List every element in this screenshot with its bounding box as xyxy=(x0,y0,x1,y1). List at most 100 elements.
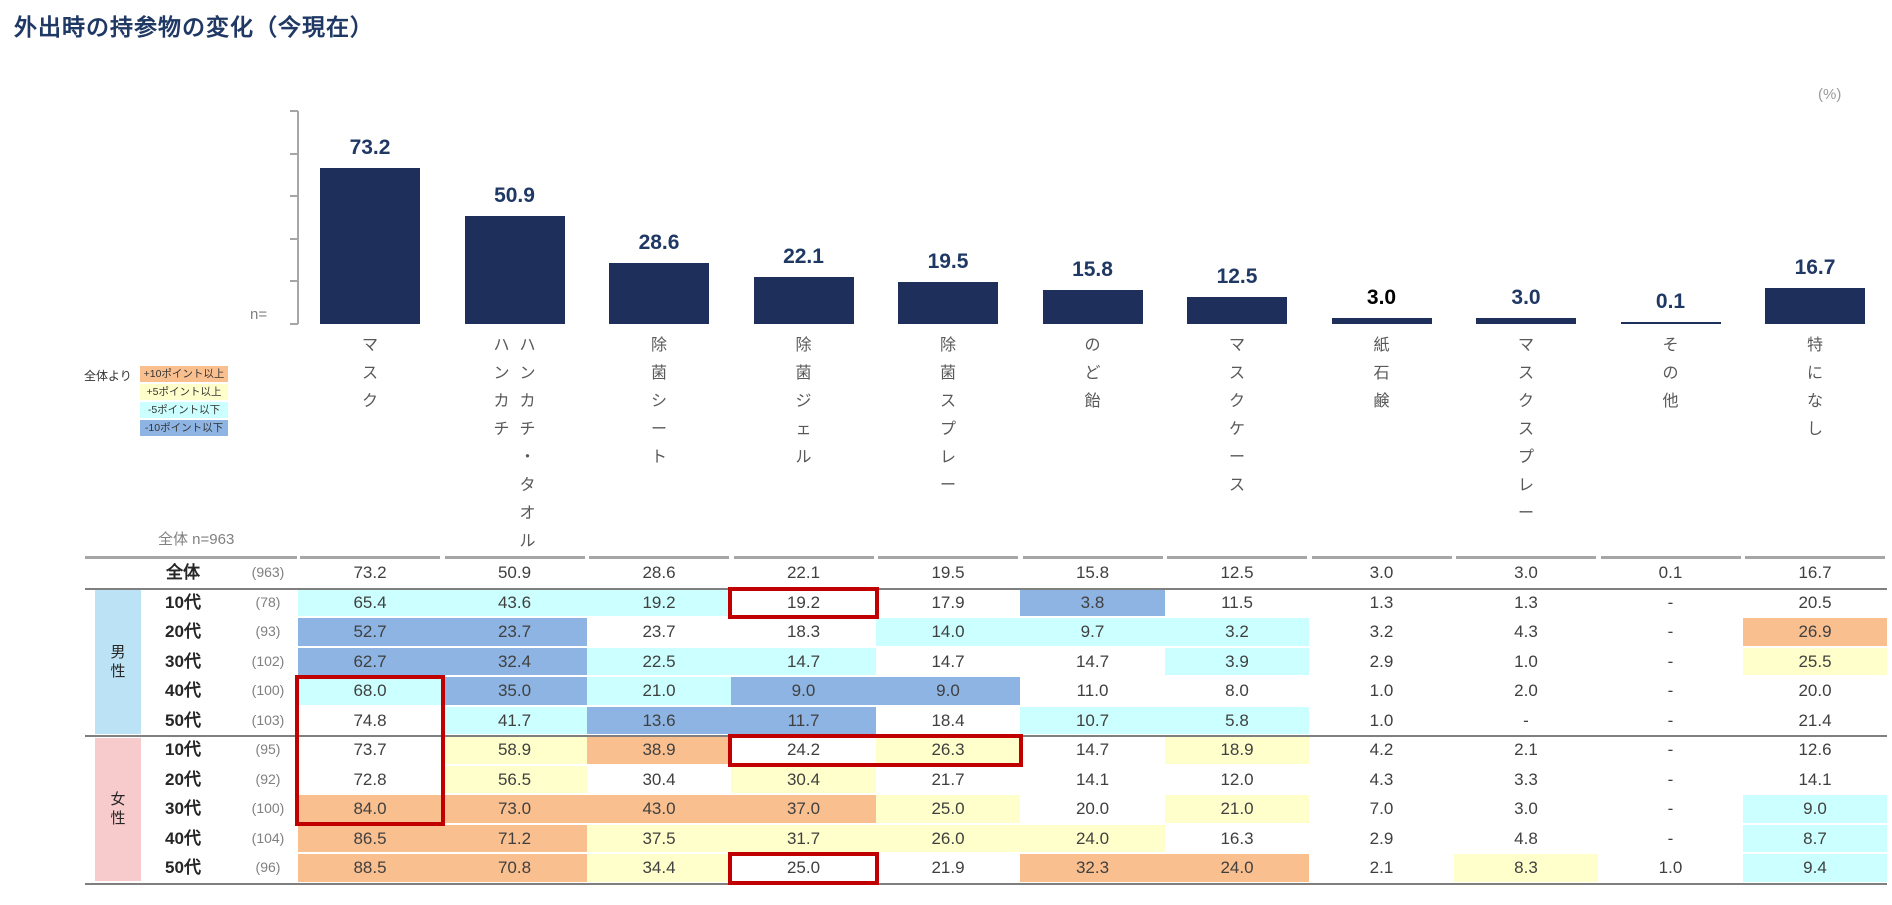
table-cell: 14.7 xyxy=(731,647,876,675)
table-cell: 8.3 xyxy=(1453,854,1599,882)
table-cell: - xyxy=(1667,681,1674,700)
row-label: 30代 xyxy=(165,651,201,671)
table-cell: 74.8 xyxy=(353,710,387,730)
table-cell: 88.5 xyxy=(297,854,443,882)
table-cell: 15.8 xyxy=(1075,563,1110,582)
row-n: (103) xyxy=(251,711,285,728)
legend-item: -5ポイント以下 xyxy=(140,402,228,418)
bar-category-label: ハンカチハンカチ・タオル xyxy=(455,332,575,556)
bar-category-label: マスクケース xyxy=(1177,332,1297,500)
table-cell: 21.0 xyxy=(1164,795,1310,823)
category-label-column: 除菌シート xyxy=(650,337,667,466)
row-n: (95) xyxy=(255,741,281,757)
row-label: 全体 xyxy=(166,563,200,582)
header-line xyxy=(300,556,440,559)
table-cell: 56.5 xyxy=(442,765,587,793)
highlight-box xyxy=(728,852,879,885)
row-label: 30代 xyxy=(165,799,201,818)
table-cell: 19.5 xyxy=(931,563,965,582)
table-cell: 24.0 xyxy=(1164,854,1310,882)
row-separator xyxy=(85,882,1887,885)
bar xyxy=(320,168,420,324)
table-cell: 23.7 xyxy=(642,622,676,641)
table-cell: 20.0 xyxy=(1075,799,1110,818)
bar xyxy=(1042,290,1143,324)
group-cell: 男性 xyxy=(95,590,141,734)
row-n: (92) xyxy=(255,770,281,787)
bar-category-label: その他 xyxy=(1611,332,1731,416)
table-cell: 21.4 xyxy=(1798,710,1832,730)
y-axis-tick xyxy=(290,280,298,283)
category-label-column: マスクケース xyxy=(1228,337,1245,494)
table-cell: 21.7 xyxy=(931,769,965,789)
table-cell: 18.4 xyxy=(931,710,965,730)
y-axis xyxy=(297,111,299,324)
table-cell: - xyxy=(1667,710,1674,730)
table-cell: 12.5 xyxy=(1220,563,1254,582)
table-cell: 70.8 xyxy=(442,854,587,882)
table-cell: 28.6 xyxy=(642,563,676,582)
row-label: 40代 xyxy=(165,828,201,848)
table-cell: 22.5 xyxy=(586,647,732,675)
table-cell: 1.3 xyxy=(1514,592,1538,612)
category-label-column: 除菌ジェル xyxy=(795,337,812,466)
table-cell: 1.0 xyxy=(1369,681,1394,700)
row-label: 50代 xyxy=(165,858,201,877)
row-n: (78) xyxy=(255,593,281,610)
table-cell: 2.1 xyxy=(1369,858,1394,877)
bar xyxy=(1620,322,1721,324)
table-cell: 14.1 xyxy=(1798,769,1832,789)
highlight-box xyxy=(728,586,879,619)
table-cell: 13.6 xyxy=(586,706,732,734)
table-cell: 3.0 xyxy=(1369,563,1394,582)
category-label-column: 除菌スプレー xyxy=(939,337,956,494)
table-cell: 3.8 xyxy=(1020,588,1165,616)
table-cell: 58.9 xyxy=(442,736,587,764)
table-cell: 3.3 xyxy=(1514,769,1538,789)
table-cell: 7.0 xyxy=(1369,799,1394,818)
category-label-column: 特になし xyxy=(1806,337,1823,438)
table-cell: 1.3 xyxy=(1369,592,1394,612)
table-cell: 73.7 xyxy=(353,740,387,759)
table-cell: 25.0 xyxy=(786,858,821,877)
table-cell: 2.9 xyxy=(1369,651,1394,671)
table-cell: - xyxy=(1667,769,1674,789)
table-cell: 12.6 xyxy=(1798,740,1832,759)
table-cell: 26.9 xyxy=(1742,618,1888,646)
table-cell: 84.0 xyxy=(297,795,443,823)
table-cell: 12.0 xyxy=(1220,769,1254,789)
table-cell: 16.7 xyxy=(1798,563,1832,582)
table-cell: 22.1 xyxy=(786,563,821,582)
table-cell: 30.4 xyxy=(731,765,876,793)
overall-n-label: 全体 n=963 xyxy=(158,531,235,548)
table-cell: - xyxy=(1667,799,1674,818)
table-cell: 20.5 xyxy=(1798,592,1832,612)
table-cell: 4.3 xyxy=(1514,622,1538,641)
header-line xyxy=(1456,556,1596,559)
table-cell: 37.5 xyxy=(586,824,732,852)
table-cell: 3.0 xyxy=(1514,563,1538,582)
row-n: (100) xyxy=(251,800,285,816)
row-n: (102) xyxy=(251,652,285,669)
table-cell: 0.1 xyxy=(1658,563,1683,582)
table-cell: 9.4 xyxy=(1742,854,1888,882)
header-line xyxy=(733,556,874,559)
table-cell: 11.7 xyxy=(731,706,876,734)
category-label-column: マスク xyxy=(361,337,378,410)
row-separator xyxy=(85,587,1887,590)
bar xyxy=(1765,288,1865,324)
table-cell: 2.0 xyxy=(1514,681,1538,700)
row-n: (100) xyxy=(251,682,285,698)
header-line xyxy=(589,556,729,559)
y-axis-tick xyxy=(290,195,298,198)
table-cell: 41.7 xyxy=(442,706,587,734)
category-label-column: のど飴 xyxy=(1084,337,1101,410)
legend-item: -10ポイント以下 xyxy=(140,420,228,436)
bar-value-label: 22.1 xyxy=(783,245,824,268)
table-cell: 50.9 xyxy=(497,563,532,582)
table-cell: 65.4 xyxy=(297,588,443,616)
bar-value-label: 16.7 xyxy=(1794,256,1836,279)
bar-value-label: 28.6 xyxy=(638,231,680,254)
bar-value-label: 3.0 xyxy=(1366,286,1397,309)
page-title: 外出時の持参物の変化（今現在） xyxy=(14,14,374,40)
